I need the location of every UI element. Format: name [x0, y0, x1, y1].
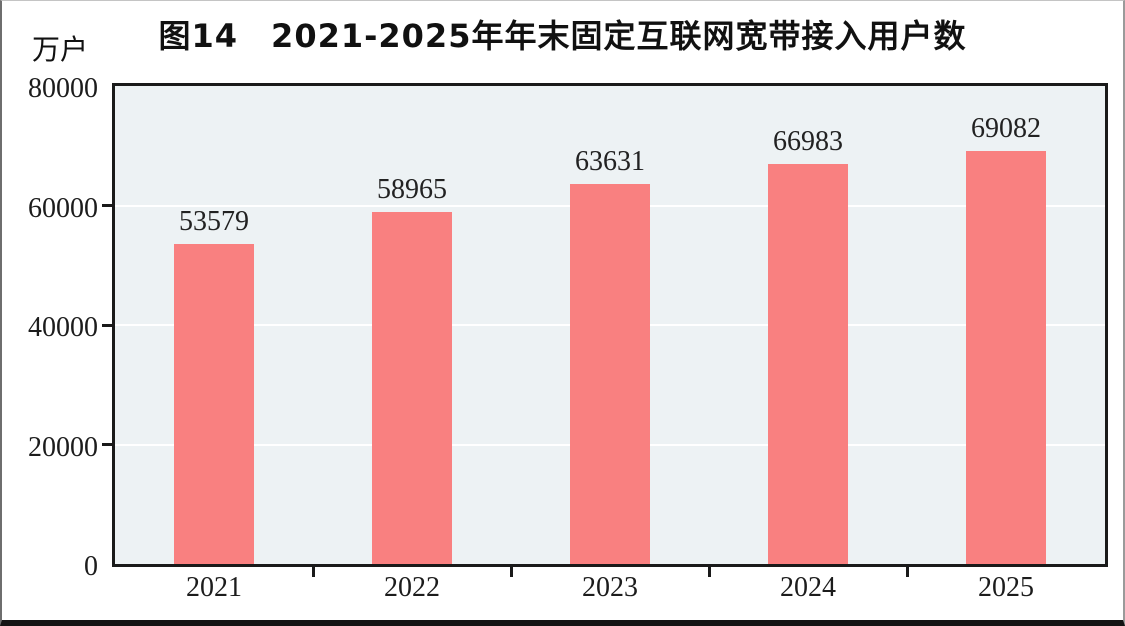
x-tick-label-2022: 2022: [384, 572, 440, 603]
y-tick-mark: [102, 323, 112, 327]
y-tick-mark: [102, 204, 112, 207]
bar-2024: [768, 163, 848, 564]
bar-value-label-2023: 63631: [575, 145, 645, 177]
y-tick-label: 0: [84, 551, 98, 582]
bar-value-label-2022: 58965: [377, 173, 447, 205]
x-tick-label-2021: 2021: [186, 572, 242, 603]
x-tick-mark: [905, 567, 909, 577]
x-tick-mark: [311, 567, 315, 577]
bar-value-label-2021: 53579: [179, 205, 249, 237]
bar-value-label-2025: 69082: [971, 113, 1041, 145]
plot-area: 53579 58965 63631 66983 69082: [102, 83, 1108, 577]
y-tick-mark: [102, 443, 112, 446]
y-tick-label: 20000: [28, 431, 98, 463]
bar-2021: [174, 243, 254, 564]
bar-2023: [570, 183, 650, 564]
bar-2025: [966, 151, 1046, 564]
x-axis-labels: 2021 2022 2023 2024 2025: [115, 573, 1105, 607]
bar-2022: [372, 211, 452, 564]
x-tick-label-2023: 2023: [582, 572, 638, 603]
y-axis-unit-label: 万户: [32, 35, 89, 66]
y-axis-labels: 0 20000 40000 60000 80000: [2, 74, 98, 582]
y-tick-label: 80000: [28, 73, 98, 104]
x-tick-mark: [707, 567, 711, 577]
y-tick-label: 60000: [28, 192, 98, 224]
chart-title: 图14 2021-2025年年末固定互联网宽带接入用户数: [158, 17, 967, 55]
x-tick-mark: [509, 567, 513, 577]
x-tick-label-2025: 2025: [978, 572, 1034, 603]
x-tick-label-2024: 2024: [780, 572, 836, 603]
y-tick-label: 40000: [28, 312, 98, 343]
bar-value-label-2024: 66983: [773, 125, 843, 157]
plot-inner: 53579 58965 63631 66983 69082: [102, 86, 1105, 577]
